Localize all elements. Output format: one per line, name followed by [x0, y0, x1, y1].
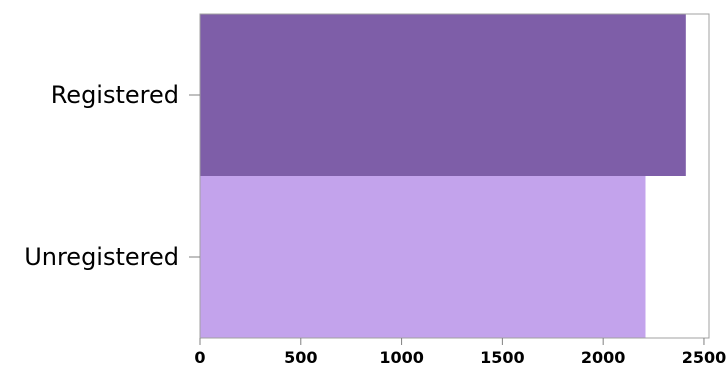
bar-registered — [200, 14, 686, 176]
x-tick-label: 2000 — [581, 348, 626, 367]
bar-unregistered — [200, 176, 646, 338]
category-label-unregistered: Unregistered — [24, 243, 179, 271]
x-tick-label: 2500 — [682, 348, 727, 367]
x-tick-label: 500 — [284, 348, 317, 367]
x-tick-label: 1500 — [480, 348, 525, 367]
plot-frame — [199, 13, 710, 339]
bars-group — [200, 14, 686, 338]
x-tick-label: 1000 — [379, 348, 424, 367]
y-axis: Registered Unregistered — [24, 81, 200, 271]
x-axis: 0 500 1000 1500 2000 2500 — [194, 338, 726, 367]
category-label-registered: Registered — [51, 81, 179, 109]
x-tick-label: 0 — [194, 348, 205, 367]
